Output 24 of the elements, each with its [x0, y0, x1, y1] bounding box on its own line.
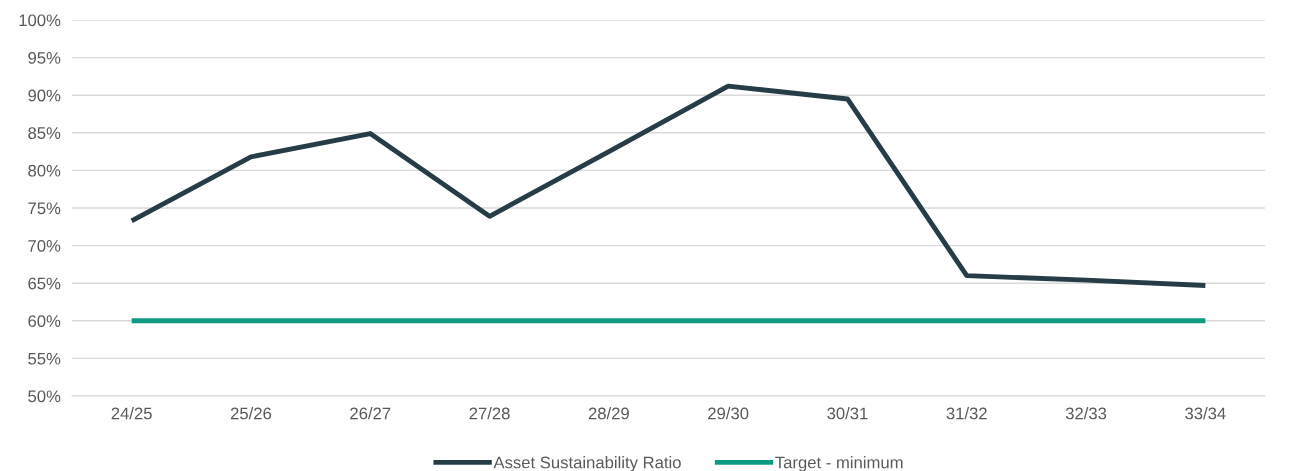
y-tick-label: 90% [28, 89, 61, 102]
x-tick-label: 28/29 [588, 407, 629, 420]
x-tick-label: 27/28 [469, 407, 510, 420]
line-series [129, 83, 1208, 288]
x-tick-label: 24/25 [111, 407, 152, 420]
y-tick-label: 55% [28, 352, 61, 365]
x-tick-label: 30/31 [827, 407, 868, 420]
x-tick-label: 26/27 [350, 407, 391, 420]
y-tick-label: 85% [28, 127, 61, 139]
legend-label: Target - minimum [775, 456, 903, 471]
x-tick-label: 33/34 [1185, 407, 1226, 420]
y-tick-label: 65% [28, 277, 61, 290]
x-tick-label: 32/33 [1065, 407, 1107, 420]
y-tick-label: 60% [28, 315, 61, 327]
y-tick-label: 80% [28, 164, 61, 177]
y-tick-label: 100% [19, 14, 61, 27]
y-tick-label: 95% [28, 52, 61, 64]
y-tick-label: 50% [28, 390, 61, 403]
x-tick-label: 29/30 [708, 407, 749, 420]
y-tick-label: 75% [28, 202, 61, 215]
legend-label: Asset Sustainability Ratio [493, 456, 681, 471]
y-tick-label: 70% [28, 240, 61, 252]
x-tick-label: 31/32 [946, 407, 987, 420]
x-tick-label: 25/26 [230, 407, 272, 420]
